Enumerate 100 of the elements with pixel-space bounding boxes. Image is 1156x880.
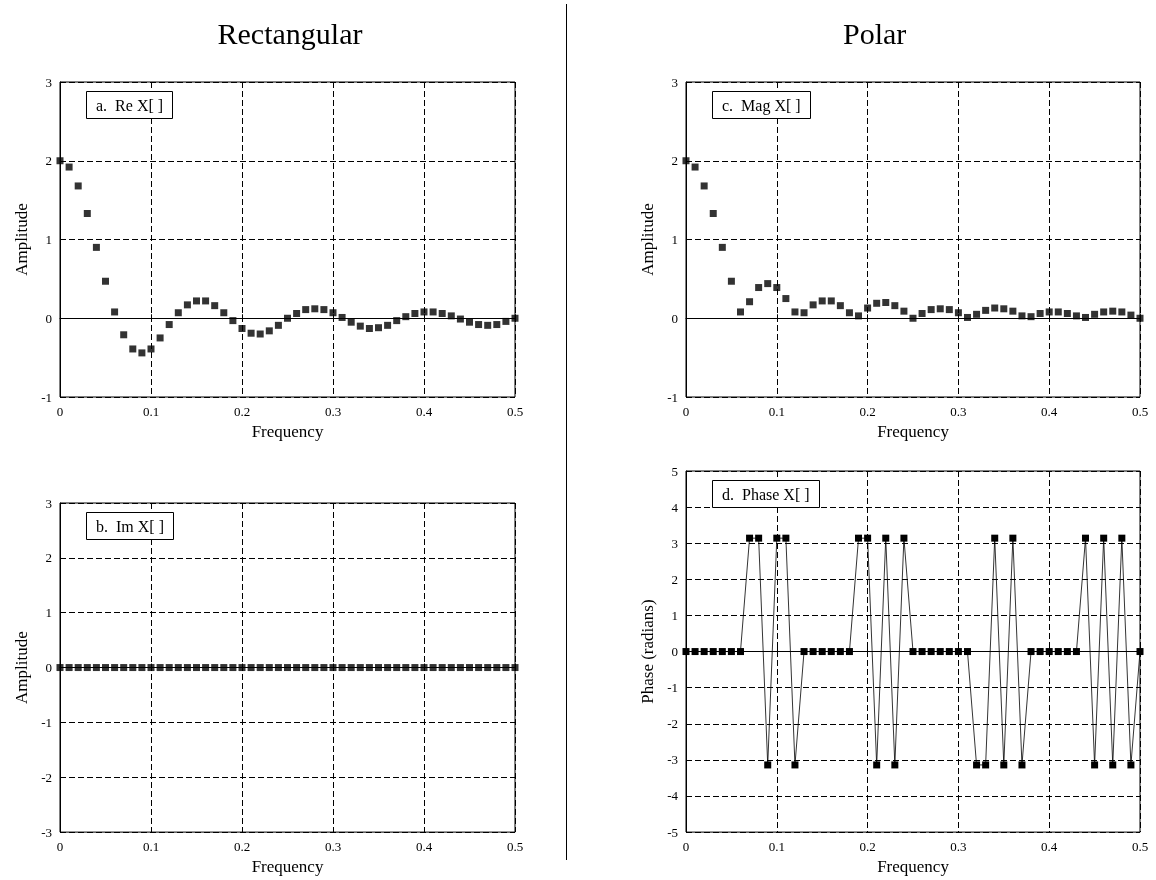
point <box>755 284 763 292</box>
point <box>700 182 708 190</box>
point <box>1100 534 1108 542</box>
point <box>120 331 128 339</box>
x-tick-label: 0.2 <box>859 839 876 855</box>
point <box>1118 308 1126 316</box>
x-tick-label: 0.4 <box>415 404 433 419</box>
point <box>475 321 483 329</box>
y-tick-label: 2 <box>45 153 52 169</box>
y-axis-title: Phase (radians) <box>638 599 657 704</box>
point <box>1036 648 1044 656</box>
point <box>156 334 164 342</box>
point <box>818 297 826 305</box>
point <box>864 304 872 312</box>
point <box>991 304 999 312</box>
point <box>891 302 899 310</box>
point <box>429 308 437 316</box>
y-axis-title: Amplitude <box>12 203 31 276</box>
point <box>809 648 817 656</box>
text: b. Im X[ ] <box>96 517 164 535</box>
x-tick-label: 0.5 <box>506 839 524 855</box>
point <box>800 648 808 656</box>
point <box>709 648 717 656</box>
point <box>691 648 699 656</box>
y-tick-label: -1 <box>667 680 678 696</box>
point <box>963 313 971 321</box>
point <box>1136 648 1144 656</box>
point <box>982 761 990 769</box>
point <box>836 648 844 656</box>
point <box>755 534 763 542</box>
point <box>302 306 310 314</box>
point <box>1072 648 1080 656</box>
point <box>411 310 419 318</box>
point <box>420 308 428 316</box>
point <box>466 318 473 326</box>
point <box>138 349 146 357</box>
point <box>147 345 155 353</box>
text: Rectangular <box>217 16 363 50</box>
x-tick-label: 0.3 <box>950 404 967 419</box>
point <box>402 313 410 321</box>
x-tick-label: 0.5 <box>1131 404 1149 419</box>
point <box>845 648 853 656</box>
x-axis-title: Frequency <box>877 857 950 876</box>
point <box>247 329 255 337</box>
point <box>456 315 464 323</box>
point <box>791 761 799 769</box>
point <box>791 308 799 316</box>
point <box>1054 648 1062 656</box>
y-tick-label: 4 <box>671 499 679 515</box>
point <box>927 306 935 314</box>
x-tick-label: 0.4 <box>1041 404 1058 419</box>
point <box>484 321 492 329</box>
text: Polar <box>843 16 907 50</box>
point <box>338 313 346 321</box>
point <box>129 345 137 353</box>
y-tick-label: 1 <box>671 607 678 623</box>
point <box>936 648 944 656</box>
point <box>56 157 64 165</box>
point <box>873 761 881 769</box>
point <box>1109 307 1117 315</box>
y-tick-label: -1 <box>41 389 52 405</box>
point <box>1091 310 1099 318</box>
point <box>936 305 944 313</box>
point <box>375 324 382 332</box>
y-tick-label: -3 <box>41 824 52 840</box>
x-axis-title: Frequency <box>877 421 950 441</box>
point <box>1091 761 1099 769</box>
point <box>982 306 990 314</box>
x-tick-label: 0.4 <box>1041 839 1058 855</box>
point <box>1009 534 1017 542</box>
x-tick-label: 0.3 <box>324 404 342 419</box>
point <box>365 324 373 332</box>
point <box>1045 308 1053 316</box>
y-tick-label: 1 <box>671 232 678 247</box>
x-axis-title: Frequency <box>251 421 324 441</box>
point <box>773 534 781 542</box>
point <box>836 302 844 310</box>
point <box>709 210 717 218</box>
y-tick-label: 3 <box>671 535 678 551</box>
point <box>945 648 953 656</box>
point <box>1082 313 1090 321</box>
x-tick-label: 0.5 <box>1131 839 1149 855</box>
text: c. Mag X[ ] <box>722 96 801 115</box>
point <box>102 277 109 285</box>
point <box>845 309 853 317</box>
y-tick-label: 5 <box>671 463 678 479</box>
y-tick-label: 0 <box>45 310 52 326</box>
point <box>1036 310 1044 318</box>
point <box>973 310 981 318</box>
y-tick-label: 3 <box>671 74 678 90</box>
point <box>764 280 772 288</box>
point <box>909 648 917 656</box>
x-axis-title: Frequency <box>251 857 324 876</box>
point <box>1109 761 1117 769</box>
point <box>1000 761 1008 769</box>
point <box>193 297 200 305</box>
point <box>954 648 962 656</box>
point <box>782 295 790 303</box>
point <box>855 312 863 320</box>
point <box>818 648 826 656</box>
